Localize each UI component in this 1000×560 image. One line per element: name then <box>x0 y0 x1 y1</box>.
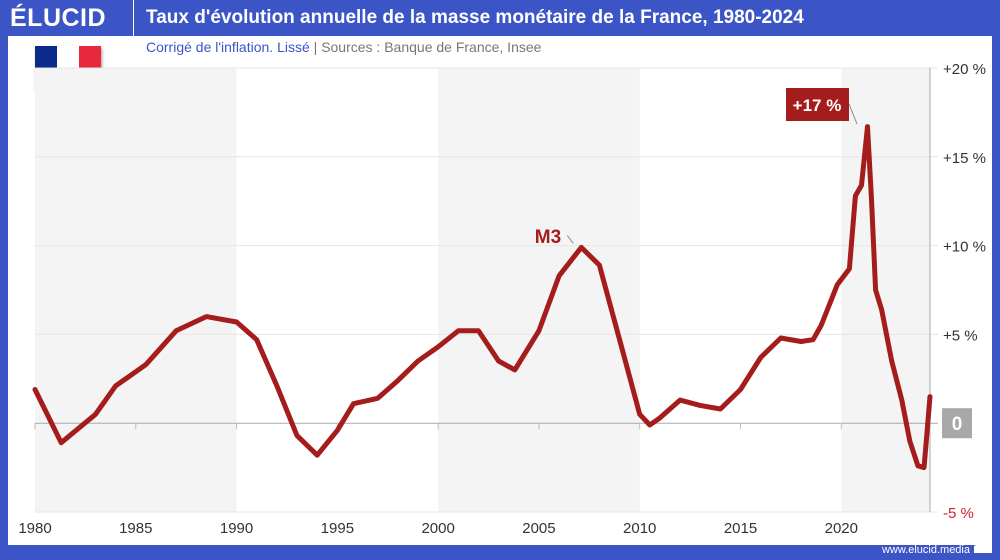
annotation-leader <box>566 235 574 244</box>
annotation-leader <box>848 103 858 125</box>
header-divider <box>133 0 134 36</box>
shaded-band <box>438 68 640 512</box>
footer-url[interactable]: www.elucid.media <box>881 544 970 556</box>
peak-label: +17 % <box>793 96 842 115</box>
chart-title: Taux d'évolution annuelle de la masse mo… <box>146 7 804 28</box>
x-tick-label: 1990 <box>220 520 253 537</box>
elucid-logo: ÉLUCID <box>10 4 107 32</box>
zero-badge <box>942 408 972 439</box>
series-line-m3 <box>32 124 933 471</box>
x-tick-label: 2020 <box>825 520 858 537</box>
y-tick-label: +5 % <box>943 327 978 344</box>
y-tick-label: 0 <box>952 414 963 435</box>
x-tick-label: 2010 <box>623 520 656 537</box>
shaded-band <box>35 68 237 512</box>
x-tick-label: 2000 <box>421 520 454 537</box>
y-tick-label: +10 % <box>943 239 986 256</box>
header: ÉLUCID Taux d'évolution annuelle de la m… <box>0 0 1000 36</box>
x-tick-label: 1980 <box>18 520 51 537</box>
peak-badge <box>786 88 849 121</box>
subtitle-note: Corrigé de l'inflation. Lissé <box>146 39 310 55</box>
y-tick-label: +20 % <box>943 61 986 78</box>
x-tick-label: 2005 <box>522 520 555 537</box>
subtitle-separator: | <box>313 39 318 55</box>
y-tick-label: +15 % <box>943 150 986 167</box>
x-tick-label: 1985 <box>119 520 152 537</box>
shaded-band <box>841 68 930 512</box>
x-tick-label: 2015 <box>724 520 757 537</box>
y-tick-label: -5 % <box>943 505 974 522</box>
x-tick-label: 1995 <box>321 520 354 537</box>
subtitle-sources: Sources : Banque de France, Insee <box>321 39 542 55</box>
subtitle: Corrigé de l'inflation. Lissé | Sources … <box>146 39 541 55</box>
series-label-m3: M3 <box>535 227 561 248</box>
